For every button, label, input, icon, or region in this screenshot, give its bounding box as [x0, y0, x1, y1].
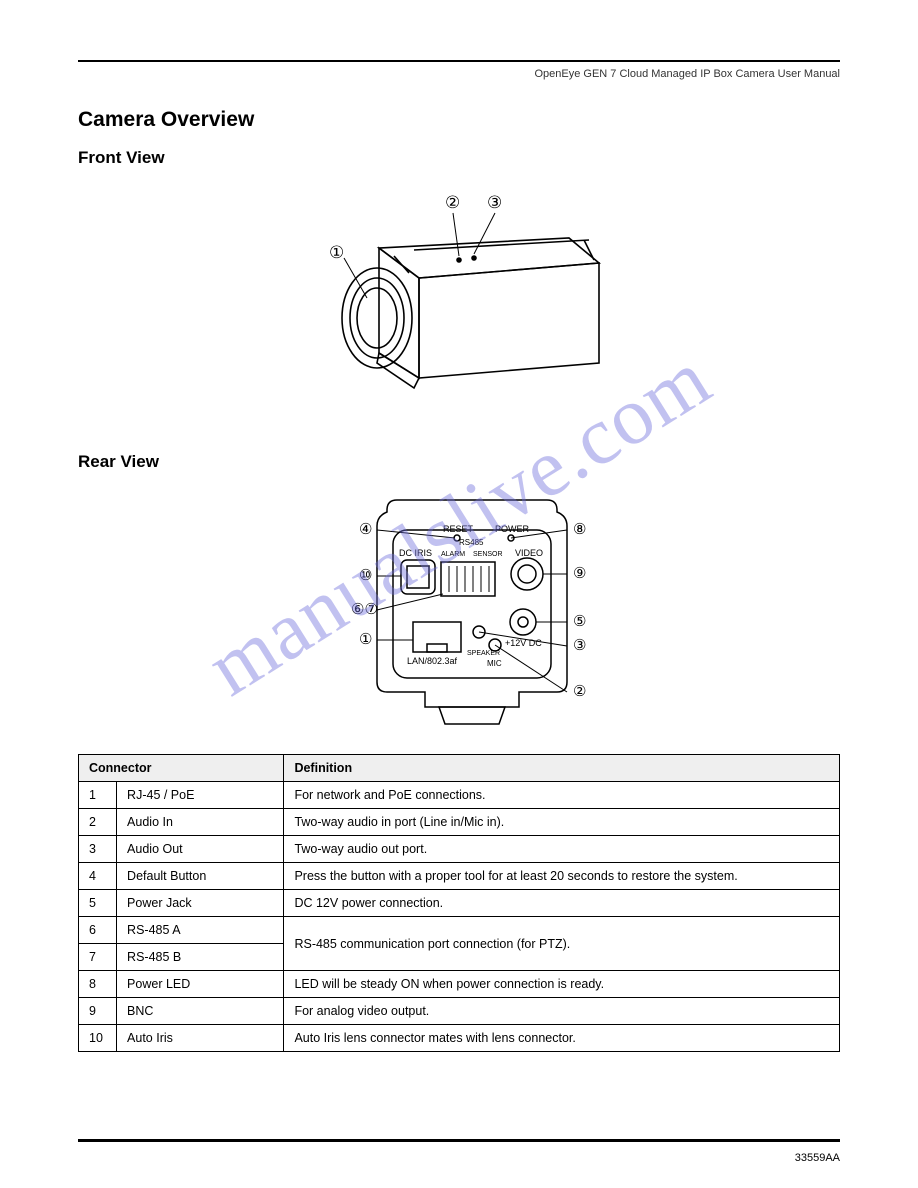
rear-view-title: Rear View [78, 452, 840, 472]
header-text: OpenEye GEN 7 Cloud Managed IP Box Camer… [78, 68, 840, 80]
svg-text:RESET: RESET [443, 524, 474, 534]
label-1: ① [329, 243, 344, 262]
table-row: 1 RJ-45 / PoE For network and PoE connec… [79, 782, 840, 809]
label-2: ② [445, 193, 460, 212]
table-row: 8 Power LED LED will be steady ON when p… [79, 971, 840, 998]
svg-text:SPEAKER: SPEAKER [467, 650, 500, 657]
connector-table: Connector Definition 1 RJ-45 / PoE For n… [78, 754, 840, 1052]
rear-label-6-7: ⑥⑦ [351, 601, 378, 618]
table-row: 6 RS-485 A RS-485 communication port con… [79, 917, 840, 944]
th-connector: Connector [79, 755, 284, 782]
footer-rule [78, 1139, 840, 1142]
table-header-row: Connector Definition [79, 755, 840, 782]
label-3: ③ [487, 193, 502, 212]
svg-text:SENSOR: SENSOR [473, 551, 503, 558]
svg-text:LAN/802.3af: LAN/802.3af [407, 656, 458, 666]
rear-view-figure: RESET POWER RS485 ALARM SENSOR DC IRIS V… [78, 482, 840, 742]
svg-text:POWER: POWER [495, 524, 530, 534]
table-row: 3 Audio Out Two-way audio out port. [79, 836, 840, 863]
th-definition: Definition [284, 755, 840, 782]
front-view-title: Front View [78, 148, 840, 168]
rear-label-2: ② [573, 683, 586, 700]
table-row: 5 Power Jack DC 12V power connection. [79, 890, 840, 917]
svg-text:ALARM: ALARM [441, 551, 465, 558]
rear-label-8: ⑧ [573, 521, 586, 538]
svg-text:VIDEO: VIDEO [515, 548, 543, 558]
table-row: 2 Audio In Two-way audio in port (Line i… [79, 809, 840, 836]
rear-label-10: ⑩ [359, 567, 372, 584]
camera-front-svg: ① ② ③ [259, 178, 659, 438]
svg-text:DC IRIS: DC IRIS [399, 548, 432, 558]
table-row: 10 Auto Iris Auto Iris lens connector ma… [79, 1025, 840, 1052]
page-container: OpenEye GEN 7 Cloud Managed IP Box Camer… [0, 0, 918, 1188]
table-row: 9 BNC For analog video output. [79, 998, 840, 1025]
section-title: Camera Overview [78, 108, 840, 132]
header-rule [78, 60, 840, 62]
table-row: 4 Default Button Press the button with a… [79, 863, 840, 890]
rear-label-9: ⑨ [573, 565, 586, 582]
rear-label-5: ⑤ [573, 613, 586, 630]
rear-label-3: ③ [573, 637, 586, 654]
rear-label-1: ① [359, 631, 372, 648]
front-view-figure: ① ② ③ [78, 178, 840, 438]
footer-page: 33559AA [795, 1152, 840, 1164]
svg-text:RS485: RS485 [459, 538, 484, 547]
svg-text:MIC: MIC [487, 659, 502, 668]
rear-label-4: ④ [359, 521, 372, 538]
camera-rear-svg: RESET POWER RS485 ALARM SENSOR DC IRIS V… [179, 482, 739, 742]
